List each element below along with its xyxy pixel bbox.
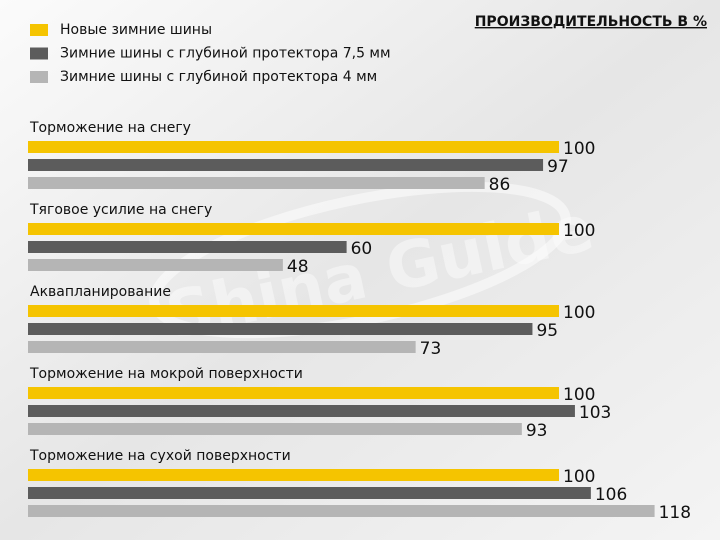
bar bbox=[28, 223, 559, 235]
bar bbox=[28, 259, 283, 271]
value-label: 100 bbox=[563, 385, 595, 405]
bar bbox=[28, 387, 559, 399]
bar bbox=[28, 241, 347, 253]
bar bbox=[28, 469, 559, 481]
bar bbox=[28, 341, 416, 353]
chart-title: ПРОИЗВОДИТЕЛЬНОСТЬ В % bbox=[475, 14, 707, 30]
value-label: 48 bbox=[287, 257, 309, 277]
legend-label: Новые зимние шины bbox=[60, 22, 212, 38]
value-label: 100 bbox=[563, 139, 595, 159]
value-label: 95 bbox=[536, 321, 558, 341]
bar bbox=[28, 423, 522, 435]
legend-label: Зимние шины с глубиной протектора 4 мм bbox=[60, 69, 377, 85]
category-label: Торможение на сухой поверхности bbox=[29, 448, 291, 464]
value-label: 100 bbox=[563, 303, 595, 323]
watermark-ring bbox=[149, 181, 571, 339]
value-label: 97 bbox=[547, 157, 569, 177]
value-label: 118 bbox=[659, 503, 691, 523]
value-label: 93 bbox=[526, 421, 548, 441]
bar bbox=[28, 505, 655, 517]
legend-label: Зимние шины с глубиной протектора 7,5 мм bbox=[60, 46, 391, 62]
bar bbox=[28, 323, 533, 335]
bar bbox=[28, 177, 485, 189]
category-label: Торможение на мокрой поверхности bbox=[29, 366, 303, 382]
category-label: Аквапланирование bbox=[30, 284, 171, 300]
category-label: Торможение на снегу bbox=[29, 120, 191, 136]
bar bbox=[28, 159, 544, 171]
value-label: 86 bbox=[489, 175, 511, 195]
value-label: 106 bbox=[595, 485, 627, 505]
bar bbox=[28, 405, 575, 417]
value-label: 73 bbox=[420, 339, 442, 359]
bar bbox=[28, 305, 559, 317]
category-label: Тяговое усилие на снегу bbox=[29, 202, 212, 218]
value-label: 100 bbox=[563, 221, 595, 241]
bar bbox=[28, 141, 559, 153]
bar bbox=[28, 487, 591, 499]
value-label: 100 bbox=[563, 467, 595, 487]
value-label: 60 bbox=[351, 239, 373, 259]
legend-swatch bbox=[30, 47, 48, 60]
legend-swatch bbox=[30, 24, 48, 36]
legend-swatch bbox=[30, 71, 48, 83]
value-label: 103 bbox=[579, 403, 611, 423]
